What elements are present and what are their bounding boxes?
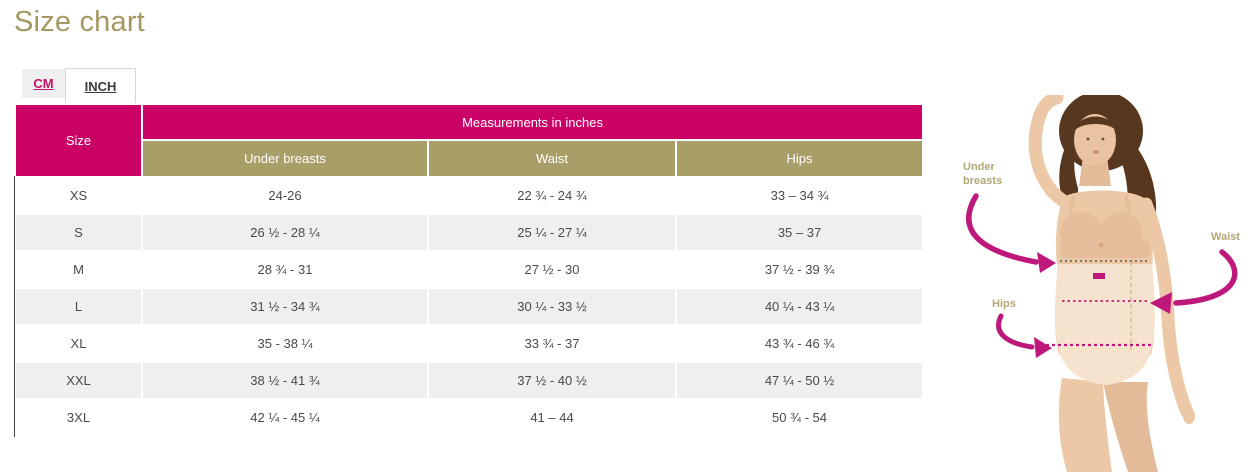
- hips-column-header: Hips: [674, 139, 925, 178]
- measurement-guide-figure: Under breasts Waist Hips: [935, 95, 1255, 472]
- hips-cell: 37 ½ - 39 ¾: [674, 250, 925, 289]
- under-breasts-column-header: Under breasts: [141, 139, 429, 178]
- hips-cell: 43 ¾ - 46 ¾: [674, 324, 925, 363]
- size-column-header: Size: [14, 103, 143, 178]
- under-breasts-cell: 24-26: [141, 176, 429, 215]
- waist-cell: 37 ½ - 40 ½: [427, 361, 677, 400]
- table-left-border: [14, 176, 15, 437]
- hips-arrow-icon: [996, 313, 1052, 358]
- hips-cell: 33 – 34 ¾: [674, 176, 925, 215]
- size-cell: 3XL: [14, 398, 143, 437]
- under-breasts-cell: 26 ½ - 28 ¼: [141, 213, 429, 252]
- table-row: S 26 ½ - 28 ¼ 25 ¼ - 27 ¼ 35 – 37: [14, 213, 925, 252]
- hips-cell: 40 ¼ - 43 ¼: [674, 287, 925, 326]
- hips-cell: 35 – 37: [674, 213, 925, 252]
- under-breasts-cell: 31 ½ - 34 ¾: [141, 287, 429, 326]
- under-breasts-arrow-icon: [966, 193, 1056, 273]
- tab-inch[interactable]: INCH: [65, 68, 136, 103]
- waist-cell: 25 ¼ - 27 ¼: [427, 213, 677, 252]
- size-cell: XS: [14, 176, 143, 215]
- table-row: XL 35 - 38 ¼ 33 ¾ - 37 43 ¾ - 46 ¾: [14, 324, 925, 363]
- size-cell: XL: [14, 324, 143, 363]
- waist-column-header: Waist: [427, 139, 677, 178]
- table-row: XXL 38 ½ - 41 ¾ 37 ½ - 40 ½ 47 ¼ - 50 ½: [14, 361, 925, 400]
- size-cell: M: [14, 250, 143, 289]
- waist-cell: 30 ¼ - 33 ½: [427, 287, 677, 326]
- hips-label: Hips: [992, 298, 1016, 310]
- waist-cell: 33 ¾ - 37: [427, 324, 677, 363]
- under-breasts-cell: 42 ¼ - 45 ¼: [141, 398, 429, 437]
- waist-cell: 27 ½ - 30: [427, 250, 677, 289]
- page-title: Size chart: [14, 6, 145, 38]
- hips-cell: 47 ¼ - 50 ½: [674, 361, 925, 400]
- hips-cell: 50 ¾ - 54: [674, 398, 925, 437]
- size-cell: XXL: [14, 361, 143, 400]
- size-table: Size Measurements in inches Under breast…: [14, 103, 925, 437]
- size-cell: L: [14, 287, 143, 326]
- waist-cell: 22 ¾ - 24 ¾: [427, 176, 677, 215]
- waist-arrow-icon: [1150, 249, 1238, 314]
- waist-label: Waist: [1211, 231, 1240, 243]
- under-breasts-cell: 35 - 38 ¼: [141, 324, 429, 363]
- table-row: 3XL 42 ¼ - 45 ¼ 41 – 44 50 ¾ - 54: [14, 398, 925, 437]
- garment-tag: [1093, 273, 1105, 279]
- size-cell: S: [14, 213, 143, 252]
- under-breasts-cell: 38 ½ - 41 ¾: [141, 361, 429, 400]
- tab-cm[interactable]: CM: [22, 69, 65, 98]
- measurements-group-header: Measurements in inches: [140, 103, 925, 141]
- table-row: M 28 ¾ - 31 27 ½ - 30 37 ½ - 39 ¾: [14, 250, 925, 289]
- woman-illustration: [966, 95, 1238, 472]
- under-breasts-cell: 28 ¾ - 31: [141, 250, 429, 289]
- table-row: XS 24-26 22 ¾ - 24 ¾ 33 – 34 ¾: [14, 176, 925, 215]
- waist-cell: 41 – 44: [427, 398, 677, 437]
- table-row: L 31 ½ - 34 ¾ 30 ¼ - 33 ½ 40 ¼ - 43 ¼: [14, 287, 925, 326]
- under-breasts-label: Under breasts: [963, 161, 1003, 187]
